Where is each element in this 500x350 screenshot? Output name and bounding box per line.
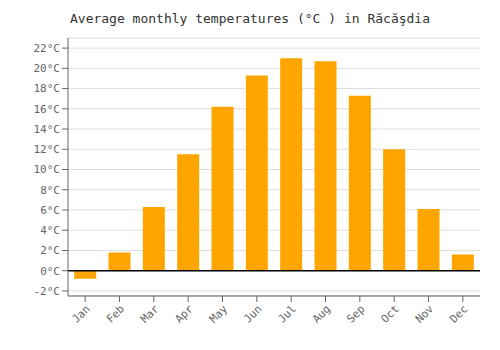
svg-text:-2°C: -2°C bbox=[34, 285, 61, 298]
svg-text:4°C: 4°C bbox=[40, 224, 60, 237]
svg-text:Mar: Mar bbox=[138, 302, 162, 326]
svg-text:16°C: 16°C bbox=[34, 103, 61, 116]
svg-text:2°C: 2°C bbox=[40, 244, 60, 257]
svg-text:Jun: Jun bbox=[241, 302, 264, 325]
svg-text:Feb: Feb bbox=[104, 302, 127, 325]
svg-text:Aug: Aug bbox=[310, 302, 333, 325]
svg-text:6°C: 6°C bbox=[40, 204, 60, 217]
svg-text:Nov: Nov bbox=[413, 302, 437, 326]
svg-text:Sep: Sep bbox=[344, 302, 367, 325]
svg-text:Jan: Jan bbox=[70, 302, 93, 325]
svg-text:20°C: 20°C bbox=[34, 62, 61, 75]
svg-text:22°C: 22°C bbox=[34, 42, 61, 55]
svg-text:8°C: 8°C bbox=[40, 184, 60, 197]
svg-text:10°C: 10°C bbox=[34, 163, 61, 176]
svg-text:0°C: 0°C bbox=[40, 265, 60, 278]
svg-text:Jul: Jul bbox=[276, 302, 299, 325]
html-text:Average monthly temperatures (: Average monthly temperatures (°C ) in Ră… bbox=[70, 11, 430, 26]
svg-text:May: May bbox=[207, 302, 231, 326]
svg-text:Oct: Oct bbox=[379, 302, 402, 325]
svg-text:Apr: Apr bbox=[173, 302, 197, 326]
svg-text:Dec: Dec bbox=[447, 302, 470, 325]
svg-text:18°C: 18°C bbox=[34, 82, 61, 95]
svg-text:12°C: 12°C bbox=[34, 143, 61, 156]
svg-text:14°C: 14°C bbox=[34, 123, 61, 136]
